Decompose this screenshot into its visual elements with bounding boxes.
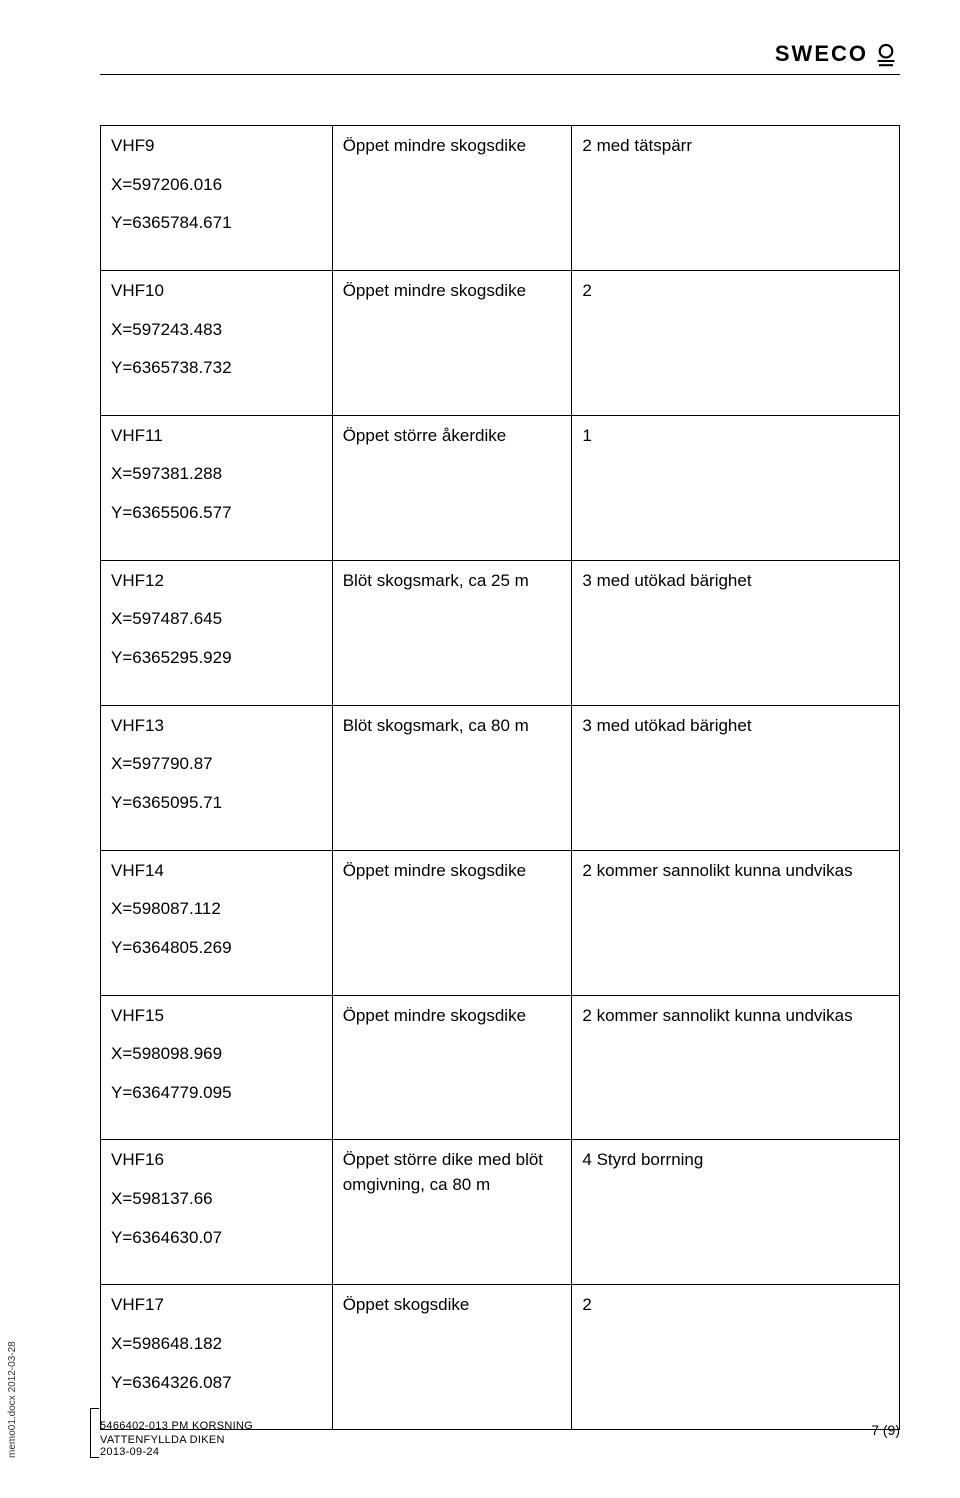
cell-id: VHF16 X=598137.66 Y=6364630.07 <box>101 1140 333 1285</box>
row-y: Y=6365295.929 <box>111 646 322 671</box>
row-id: VHF16 <box>111 1148 322 1173</box>
footer-line-3: 2013-09-24 <box>100 1446 253 1458</box>
table-row: VHF12 X=597487.645 Y=6365295.929 Blöt skogs… <box>101 560 900 705</box>
table-body: VHF9 X=597206.016 Y=6365784.671 Öppet mindr… <box>101 126 900 1430</box>
cell-desc: Blöt skogsmark, ca 80 m <box>332 705 572 850</box>
cell-id: VHF12 X=597487.645 Y=6365295.929 <box>101 560 333 705</box>
row-x: X=597206.016 <box>111 173 322 198</box>
row-id: VHF12 <box>111 569 322 594</box>
row-id: VHF9 <box>111 134 322 159</box>
header-rule <box>100 74 900 75</box>
cell-note: 4 Styrd borrning <box>572 1140 900 1285</box>
table-row: VHF15 X=598098.969 Y=6364779.095 Öppet mind… <box>101 995 900 1140</box>
table-row: VHF16 X=598137.66 Y=6364630.07 Öppet större… <box>101 1140 900 1285</box>
cell-desc: Öppet mindre skogsdike <box>332 270 572 415</box>
cell-note: 2 <box>572 1285 900 1430</box>
row-x: X=598137.66 <box>111 1187 322 1212</box>
cell-id: VHF17 X=598648.182 Y=6364326.087 <box>101 1285 333 1430</box>
row-id: VHF15 <box>111 1004 322 1029</box>
row-x: X=597487.645 <box>111 607 322 632</box>
footer-left: 5466402-013 PM KORSNING VATTENFYLLDA DIK… <box>100 1420 253 1458</box>
row-x: X=598087.112 <box>111 897 322 922</box>
row-x: X=597243.483 <box>111 318 322 343</box>
row-y: Y=6365506.577 <box>111 501 322 526</box>
data-table: VHF9 X=597206.016 Y=6365784.671 Öppet mindr… <box>100 125 900 1430</box>
brand-name: SWECO <box>775 41 868 67</box>
cell-note: 3 med utökad bärighet <box>572 560 900 705</box>
cell-note: 1 <box>572 415 900 560</box>
page: SWECO VHF9 X=597206.016 Y=6365784.671 Öppet… <box>0 0 960 1498</box>
cell-note: 2 kommer sannolikt kunna undvikas <box>572 995 900 1140</box>
cell-note: 2 kommer sannolikt kunna undvikas <box>572 850 900 995</box>
cell-desc: Blöt skogsmark, ca 25 m <box>332 560 572 705</box>
cell-id: VHF10 X=597243.483 Y=6365738.732 <box>101 270 333 415</box>
row-id: VHF11 <box>111 424 322 449</box>
header: SWECO <box>100 40 900 74</box>
row-y: Y=6364326.087 <box>111 1371 322 1396</box>
row-id: VHF13 <box>111 714 322 739</box>
cell-id: VHF9 X=597206.016 Y=6365784.671 <box>101 126 333 271</box>
table-row: VHF17 X=598648.182 Y=6364326.087 Öppet skog… <box>101 1285 900 1430</box>
row-x: X=597790.87 <box>111 752 322 777</box>
table-row: VHF9 X=597206.016 Y=6365784.671 Öppet mindr… <box>101 126 900 271</box>
footer-bracket <box>90 1408 99 1458</box>
row-y: Y=6365738.732 <box>111 356 322 381</box>
row-y: Y=6364779.095 <box>111 1081 322 1106</box>
table-row: VHF14 X=598087.112 Y=6364805.269 Öppet mind… <box>101 850 900 995</box>
cell-id: VHF13 X=597790.87 Y=6365095.71 <box>101 705 333 850</box>
table-row: VHF10 X=597243.483 Y=6365738.732 Öppet mind… <box>101 270 900 415</box>
footer-line-1: 5466402-013 PM KORSNING <box>100 1420 253 1432</box>
page-number: 7 (9) <box>871 1422 900 1438</box>
cell-id: VHF15 X=598098.969 Y=6364779.095 <box>101 995 333 1140</box>
cell-desc: Öppet mindre skogsdike <box>332 126 572 271</box>
row-x: X=598098.969 <box>111 1042 322 1067</box>
cell-note: 2 med tätspärr <box>572 126 900 271</box>
row-id: VHF10 <box>111 279 322 304</box>
row-x: X=598648.182 <box>111 1332 322 1357</box>
row-x: X=597381.288 <box>111 462 322 487</box>
row-y: Y=6365095.71 <box>111 791 322 816</box>
footer-line-2: VATTENFYLLDA DIKEN <box>100 1434 253 1446</box>
cell-desc: Öppet mindre skogsdike <box>332 995 572 1140</box>
sweco-icon <box>872 40 900 68</box>
row-y: Y=6365784.671 <box>111 211 322 236</box>
cell-desc: Öppet skogsdike <box>332 1285 572 1430</box>
cell-note: 3 med utökad bärighet <box>572 705 900 850</box>
brand-logo: SWECO <box>775 40 900 68</box>
row-y: Y=6364805.269 <box>111 936 322 961</box>
row-id: VHF14 <box>111 859 322 884</box>
cell-desc: Öppet större dike med blöt omgivning, ca… <box>332 1140 572 1285</box>
table-row: VHF13 X=597790.87 Y=6365095.71 Blöt skogsma… <box>101 705 900 850</box>
cell-id: VHF14 X=598087.112 Y=6364805.269 <box>101 850 333 995</box>
side-filename: memo01.docx 2012-03-28 <box>7 1341 18 1458</box>
cell-id: VHF11 X=597381.288 Y=6365506.577 <box>101 415 333 560</box>
cell-note: 2 <box>572 270 900 415</box>
table-row: VHF11 X=597381.288 Y=6365506.577 Öppet stör… <box>101 415 900 560</box>
cell-desc: Öppet större åkerdike <box>332 415 572 560</box>
row-y: Y=6364630.07 <box>111 1226 322 1251</box>
cell-desc: Öppet mindre skogsdike <box>332 850 572 995</box>
row-id: VHF17 <box>111 1293 322 1318</box>
